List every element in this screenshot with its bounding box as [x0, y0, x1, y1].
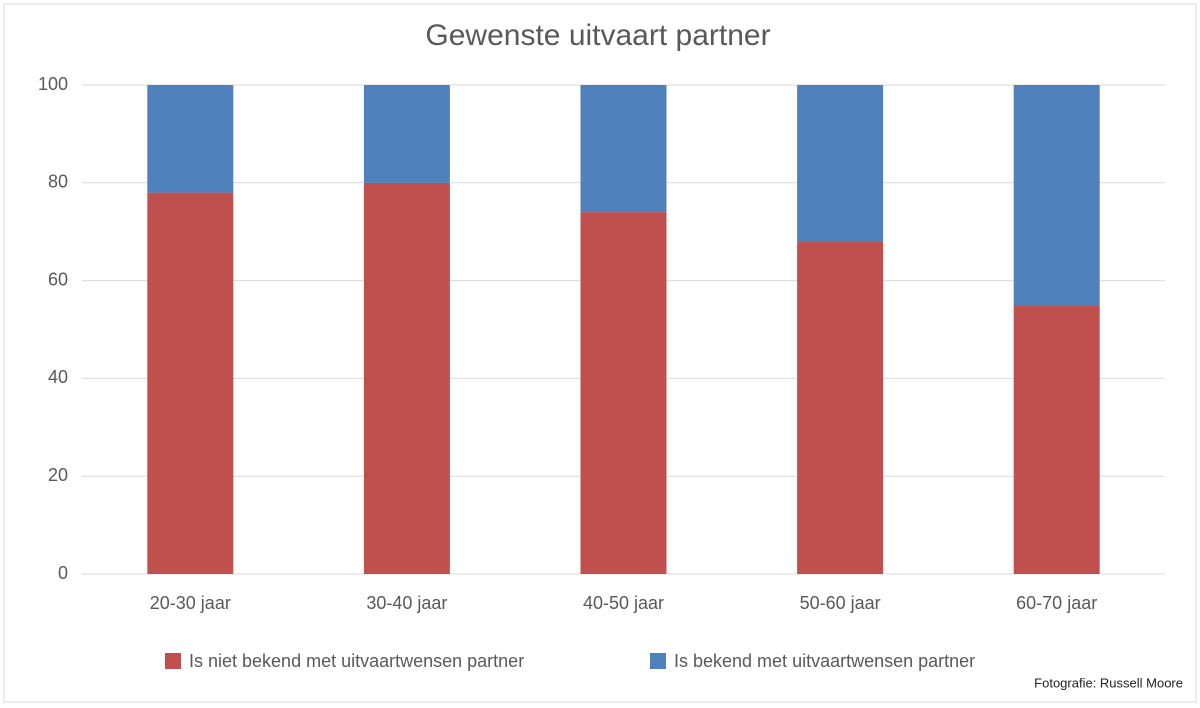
- legend-label: Is niet bekend met uitvaartwensen partne…: [189, 651, 524, 671]
- bar-segment: [363, 182, 450, 575]
- x-tick-label: 60-70 jaar: [1016, 593, 1097, 613]
- bar-segment: [147, 192, 234, 574]
- bar-segment: [1013, 305, 1100, 574]
- bar-segment: [797, 85, 884, 242]
- legend-swatch: [650, 653, 666, 669]
- bar-segment: [797, 241, 884, 575]
- y-tick-label: 20: [48, 465, 68, 485]
- x-tick-label: 50-60 jaar: [800, 593, 881, 613]
- y-tick-label: 0: [58, 563, 68, 583]
- y-tick-label: 60: [48, 269, 68, 289]
- legend-label: Is bekend met uitvaartwensen partner: [674, 651, 975, 671]
- x-tick-label: 20-30 jaar: [150, 593, 231, 613]
- legend-swatch: [165, 653, 181, 669]
- y-tick-label: 40: [48, 367, 68, 387]
- y-tick-label: 100: [38, 74, 68, 94]
- bar-segment: [147, 85, 234, 193]
- bar-segment: [363, 85, 450, 183]
- chart-title: Gewenste uitvaart partner: [425, 19, 770, 52]
- bar-segment: [580, 85, 667, 213]
- x-tick-label: 40-50 jaar: [583, 593, 664, 613]
- credit: Fotografie: Russell Moore: [1034, 675, 1183, 690]
- bar-segment: [1013, 85, 1100, 306]
- bar-segment: [580, 212, 667, 574]
- y-tick-label: 80: [48, 172, 68, 192]
- x-tick-label: 30-40 jaar: [366, 593, 447, 613]
